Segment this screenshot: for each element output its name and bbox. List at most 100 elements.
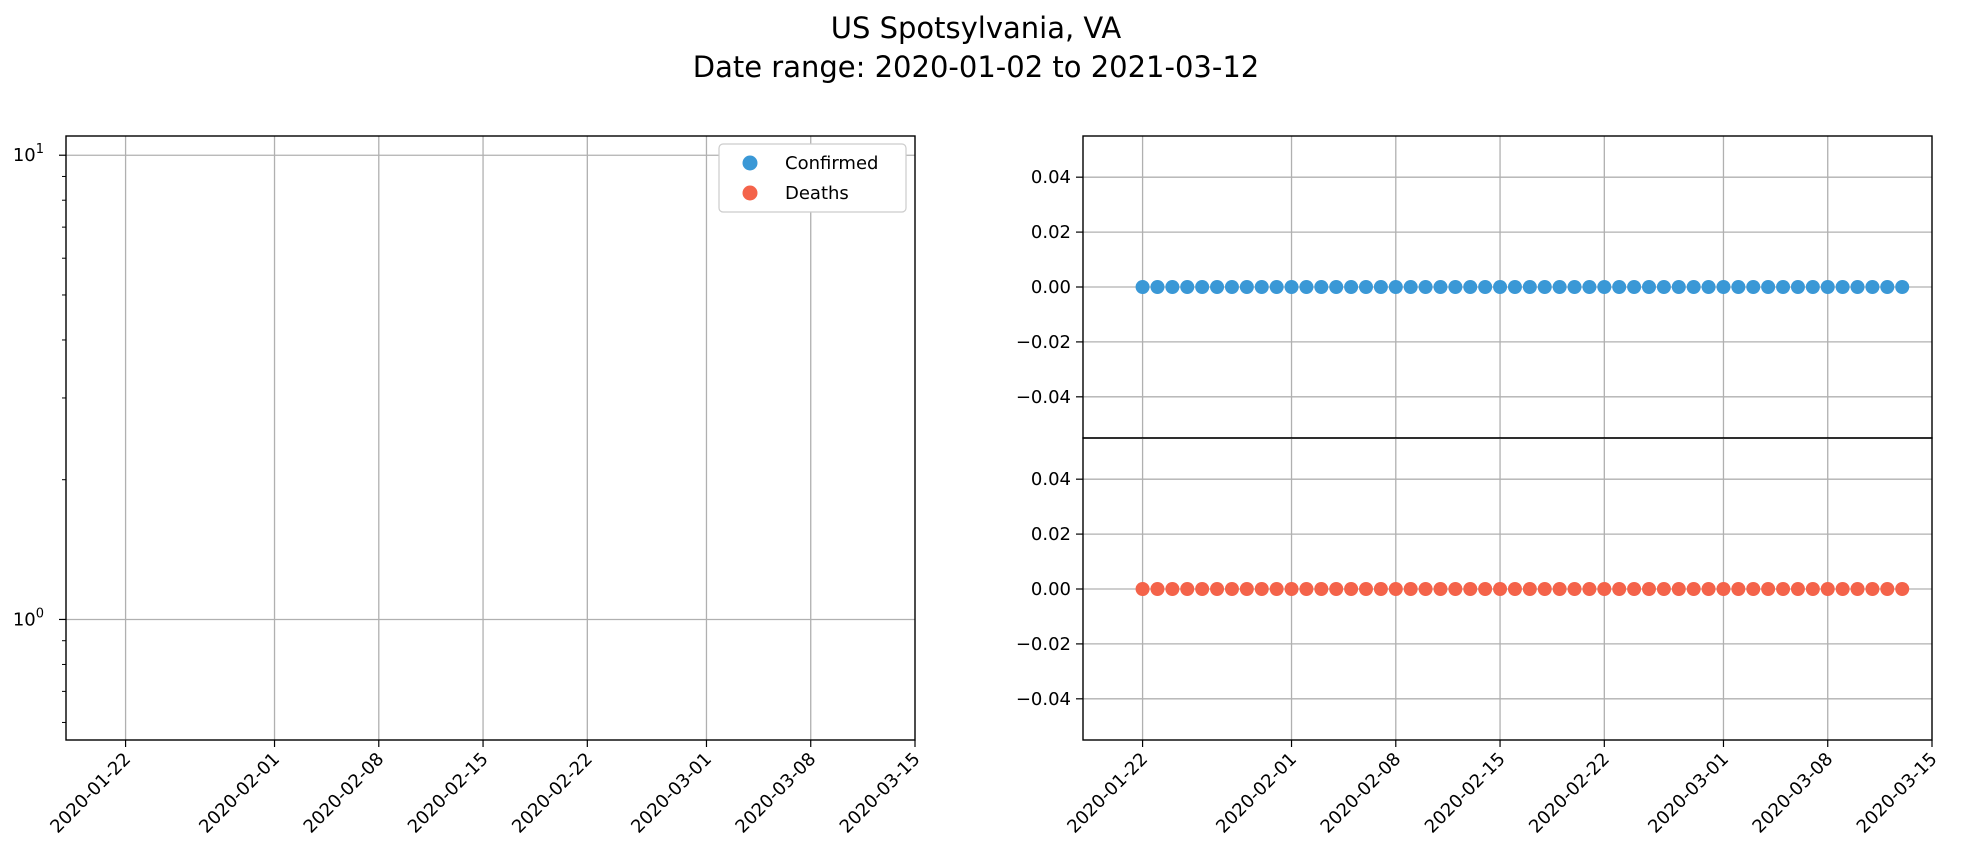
data-point-confirmed: [1597, 280, 1612, 294]
data-point-confirmed: [1537, 280, 1552, 294]
data-point-deaths: [1716, 582, 1731, 596]
data-point-confirmed: [1224, 280, 1239, 294]
data-point-deaths: [1582, 582, 1597, 596]
data-point-confirmed: [1388, 280, 1403, 294]
data-point-deaths: [1359, 582, 1373, 596]
data-point-confirmed: [1314, 280, 1329, 294]
data-point-confirmed: [1135, 280, 1150, 294]
legend-marker-deaths: [742, 185, 758, 201]
data-point-confirmed: [1150, 280, 1165, 294]
data-point-deaths: [1135, 582, 1150, 596]
data-point-deaths: [1269, 582, 1284, 596]
data-point-confirmed: [1835, 280, 1850, 294]
data-point-confirmed: [1731, 280, 1746, 294]
data-point-confirmed: [1850, 280, 1865, 294]
data-point-deaths: [1701, 582, 1716, 596]
data-point-deaths: [1567, 582, 1582, 596]
legend-label-confirmed: Confirmed: [785, 153, 878, 174]
data-point-confirmed: [1165, 280, 1180, 294]
data-point-confirmed: [1552, 280, 1567, 294]
data-point-deaths: [1180, 582, 1195, 596]
data-point-deaths: [1418, 582, 1433, 596]
y-tick-label: 0.00: [1031, 277, 1071, 298]
data-point-deaths: [1463, 582, 1478, 596]
data-point-confirmed: [1642, 280, 1656, 294]
y-tick-label: 0.04: [1031, 469, 1071, 490]
data-point-confirmed: [1507, 280, 1522, 294]
data-point-confirmed: [1865, 280, 1880, 294]
figure-title-line2: Date range: 2020-01-02 to 2021-03-12: [693, 50, 1259, 84]
data-point-deaths: [1671, 582, 1686, 596]
legend-label-deaths: Deaths: [785, 183, 849, 204]
y-tick-label: −0.04: [1016, 689, 1071, 710]
data-point-confirmed: [1582, 280, 1597, 294]
plot-frame: [65, 135, 916, 741]
data-point-deaths: [1790, 582, 1805, 596]
y-tick-label: 0.04: [1031, 167, 1071, 188]
data-point-confirmed: [1567, 280, 1582, 294]
data-point-confirmed: [1433, 280, 1448, 294]
data-point-confirmed: [1299, 280, 1314, 294]
data-point-confirmed: [1805, 280, 1820, 294]
data-point-deaths: [1344, 582, 1359, 596]
data-point-deaths: [1195, 582, 1210, 596]
data-point-deaths: [1642, 582, 1656, 596]
legend-box: [718, 143, 907, 213]
data-point-deaths: [1507, 582, 1522, 596]
data-point-deaths: [1880, 582, 1895, 596]
data-point-deaths: [1776, 582, 1791, 596]
data-point-deaths: [1895, 582, 1910, 596]
data-point-deaths: [1493, 582, 1508, 596]
y-tick-label-base: 10: [13, 145, 36, 166]
data-point-confirmed: [1344, 280, 1359, 294]
data-point-deaths: [1314, 582, 1329, 596]
data-point-confirmed: [1612, 280, 1627, 294]
data-point-deaths: [1597, 582, 1612, 596]
data-point-confirmed: [1284, 280, 1299, 294]
data-point-deaths: [1388, 582, 1403, 596]
data-point-confirmed: [1418, 280, 1433, 294]
data-point-confirmed: [1254, 280, 1269, 294]
data-point-confirmed: [1746, 280, 1761, 294]
data-point-confirmed: [1716, 280, 1731, 294]
data-point-deaths: [1403, 582, 1418, 596]
data-point-deaths: [1239, 582, 1254, 596]
legend-marker-confirmed: [742, 155, 758, 171]
data-point-deaths: [1850, 582, 1865, 596]
data-point-deaths: [1686, 582, 1701, 596]
data-point-confirmed: [1269, 280, 1284, 294]
data-point-deaths: [1254, 582, 1269, 596]
data-point-confirmed: [1671, 280, 1686, 294]
data-point-confirmed: [1820, 280, 1835, 294]
data-point-deaths: [1329, 582, 1344, 596]
data-point-confirmed: [1790, 280, 1805, 294]
data-point-deaths: [1552, 582, 1567, 596]
right-top-chart-panel: −0.04 −0.02 0.00 0.02 0.04: [1016, 135, 1933, 439]
data-point-confirmed: [1210, 280, 1225, 294]
data-point-confirmed: [1686, 280, 1701, 294]
data-point-confirmed: [1761, 280, 1776, 294]
data-point-confirmed: [1195, 280, 1210, 294]
data-point-confirmed: [1329, 280, 1344, 294]
data-point-confirmed: [1478, 280, 1493, 294]
data-point-deaths: [1150, 582, 1165, 596]
data-point-confirmed: [1493, 280, 1508, 294]
data-point-confirmed: [1701, 280, 1716, 294]
y-tick-label-exponent: 0: [36, 606, 44, 621]
y-tick-label-base: 10: [13, 609, 36, 630]
data-point-deaths: [1165, 582, 1180, 596]
data-point-deaths: [1478, 582, 1493, 596]
data-point-deaths: [1284, 582, 1299, 596]
y-tick-label: −0.02: [1016, 634, 1071, 655]
data-point-deaths: [1731, 582, 1746, 596]
data-point-confirmed: [1448, 280, 1463, 294]
data-point-deaths: [1761, 582, 1776, 596]
data-point-deaths: [1746, 582, 1761, 596]
data-point-confirmed: [1463, 280, 1478, 294]
data-point-deaths: [1224, 582, 1239, 596]
data-point-deaths: [1373, 582, 1388, 596]
y-tick-label: 0.00: [1031, 579, 1071, 600]
y-tick-label: 0.02: [1031, 222, 1071, 243]
data-point-confirmed: [1403, 280, 1418, 294]
